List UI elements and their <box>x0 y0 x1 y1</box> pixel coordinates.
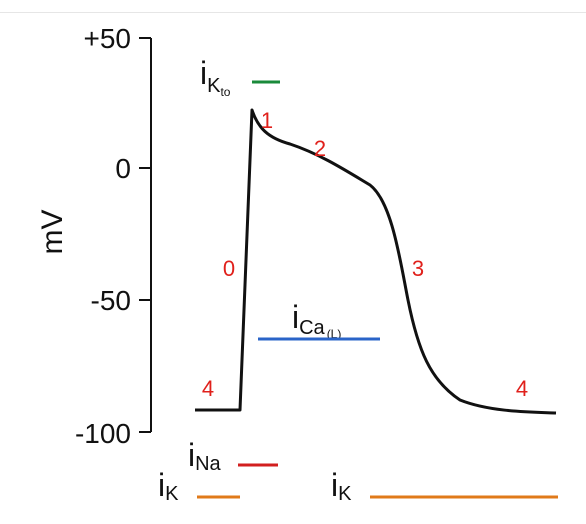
svg-text:iKto: iKto <box>200 55 231 99</box>
current-label-ik-right: iK <box>331 467 352 505</box>
phase-label-0: 0 <box>223 256 235 281</box>
ica-l-sub: Ca <box>299 317 325 339</box>
phase-label-2: 2 <box>314 136 326 161</box>
phase-label-4-left: 4 <box>202 376 214 401</box>
phase-label-4-right: 4 <box>516 376 528 401</box>
phase-label-3: 3 <box>412 256 424 281</box>
ik-right-main: i <box>331 467 338 503</box>
y-tick-label-0: 0 <box>115 153 131 184</box>
ik-to-main: i <box>200 55 207 91</box>
phase-label-1: 1 <box>261 108 273 133</box>
current-label-ina: iNa <box>188 437 222 475</box>
ina-sub: Na <box>195 453 221 475</box>
ik-to-sub: K <box>207 75 221 97</box>
current-label-ik-left: iK <box>158 467 179 505</box>
ik-right-sub: K <box>338 483 352 505</box>
current-label-ik-to: iKto <box>200 55 231 99</box>
svg-text:iK: iK <box>158 467 179 505</box>
action-potential-trace <box>195 108 557 415</box>
svg-text:iNa: iNa <box>188 437 222 475</box>
svg-text:iCa(L): iCa (L) <box>292 299 341 341</box>
ica-l-main: i <box>292 299 299 335</box>
ik-to-subsub: to <box>220 85 230 99</box>
ina-main: i <box>188 437 195 473</box>
current-label-ica-l: iCa (L) <box>292 299 341 341</box>
y-tick-label-minus50: -50 <box>91 285 131 316</box>
ik-left-sub: K <box>165 483 179 505</box>
ik-left-main: i <box>158 467 165 503</box>
y-tick-label-plus50: +50 <box>84 23 132 54</box>
svg-text:iK: iK <box>331 467 352 505</box>
y-tick-label-minus100: -100 <box>75 418 131 449</box>
y-axis-title: mV <box>36 210 69 255</box>
top-divider <box>0 12 586 13</box>
